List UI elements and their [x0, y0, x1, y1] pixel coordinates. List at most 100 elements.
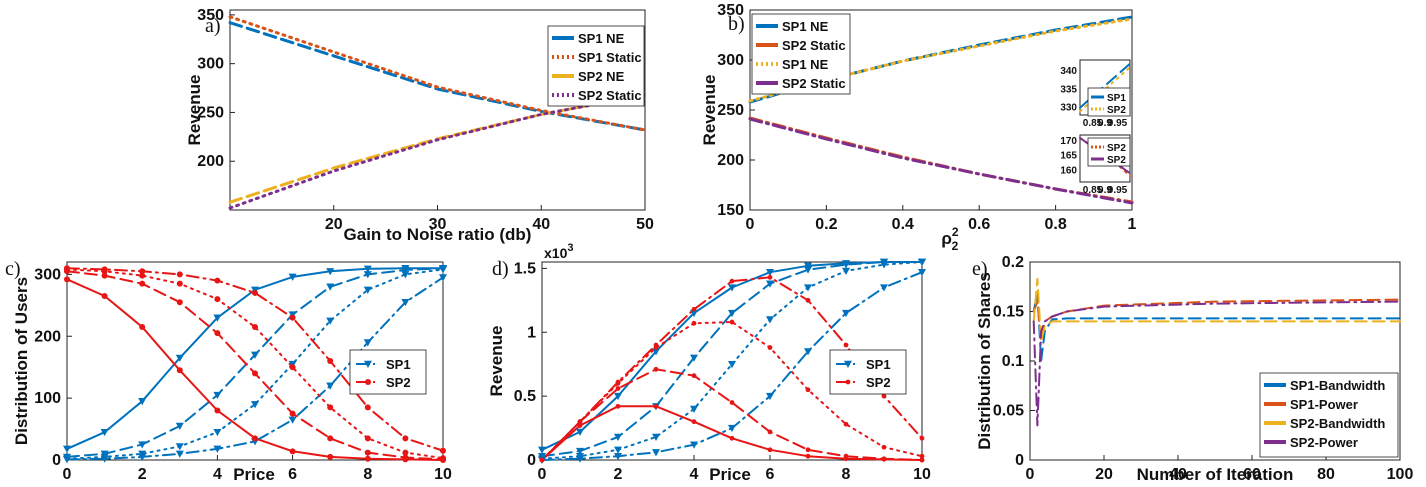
y-tick-label-5-2: 0.1: [1002, 353, 1024, 370]
series-line-1-0: [228, 21, 647, 132]
data-point-4-5-9: [881, 456, 887, 462]
y-tick-label-2-0: 150: [717, 202, 744, 219]
data-point-3-5-5: [252, 370, 258, 377]
y-tick-label-3-0: 0: [52, 452, 61, 469]
data-point-4-0-5: [728, 284, 736, 292]
legend-1: SP1 NE SP1 Static SP2 NE SP2 Static: [547, 25, 645, 107]
data-point-3-3-4: [213, 445, 222, 453]
data-point-3-0-3: [175, 354, 184, 362]
data-point-4-0-2: [614, 392, 622, 401]
inset-y-tick-2-2: 170: [1060, 136, 1077, 147]
y-tick-label-3-1: 100: [34, 390, 61, 407]
y-tick-label-2-3: 300: [717, 52, 744, 69]
data-point-3-4-2: [139, 323, 146, 330]
x-axis-label-5: Number of Iteration: [1137, 465, 1294, 484]
y-tick-label-4-2: 1: [527, 324, 536, 341]
x-tick-label-2-3: 0.6: [968, 216, 990, 233]
y-tick-label-4-0: 0: [527, 452, 536, 469]
legend-label-5-0: SP1-Bandwidth: [1290, 378, 1385, 393]
data-point-4-7-10: [919, 435, 925, 441]
data-point-4-5-5: [729, 400, 735, 405]
data-point-4-3-10: [918, 269, 926, 277]
series-line-4-7: [541, 276, 923, 461]
data-point-4-6-4: [691, 320, 697, 326]
y-axis-label-1: Revenue: [185, 75, 204, 146]
data-point-3-4-8: [364, 455, 371, 462]
data-point-4-5-10: [919, 457, 925, 463]
data-point-4-4-6: [767, 447, 773, 453]
panel-5: 0 20 40 60 80 100 0 0.05 0.1 0.15 0.2 Number of Ite…: [972, 254, 1413, 484]
x-tick-label-2-4: 0.8: [1044, 216, 1066, 233]
legend-marker-3-1: [365, 379, 371, 385]
inset-x-tick-2-0: 0.85: [1083, 185, 1103, 196]
data-point-3-4-4: [214, 407, 221, 414]
data-point-3-0-2: [138, 398, 147, 406]
x-axis-label-symbol: ρ: [941, 229, 952, 248]
data-point-3-2-3: [175, 443, 184, 451]
x-tick-label-1-2: 40: [532, 216, 550, 233]
inset-x-tick-1-1: 0.9: [1098, 118, 1112, 129]
x-tick-label-4-0: 0: [538, 466, 547, 483]
series-line-5-2: [1032, 277, 1401, 343]
data-point-4-2-8: [842, 267, 850, 275]
multiplier-exp: 3: [567, 242, 573, 254]
data-point-3-3-3: [175, 450, 184, 458]
inset-x-tick-2-1: 0.9: [1098, 185, 1112, 196]
x-tick-label-3-5: 10: [434, 466, 452, 483]
x-tick-label-2-1: 0.2: [815, 216, 837, 233]
legend-label-2-0: SP1 NE: [782, 19, 829, 34]
legend-label-4-1: SP2: [866, 375, 891, 390]
series-line-1-3: [228, 93, 647, 210]
x-axis-label-2: ρ2 2: [941, 225, 959, 253]
data-point-4-2-10: [918, 258, 926, 266]
x-tick-label-3-1: 2: [138, 466, 147, 483]
data-point-4-7-7: [805, 297, 811, 303]
data-point-3-6-4: [214, 296, 221, 303]
data-point-4-3-9: [880, 284, 888, 292]
data-point-4-3-4: [690, 441, 698, 449]
data-point-4-1-2: [614, 433, 622, 442]
x-tick-label-2-0: 0: [746, 216, 755, 233]
legend-label-3-0: SP1: [386, 357, 411, 372]
data-point-3-5-7: [327, 435, 334, 442]
inset-y-tick-2-1: 165: [1060, 151, 1077, 162]
data-point-3-1-2: [138, 441, 147, 449]
x-tick-label-5-5: 100: [1387, 466, 1414, 483]
series-line-1-1: [228, 15, 647, 132]
legend-label-5-2: SP2-Bandwidth: [1290, 416, 1385, 431]
data-point-4-5-3: [653, 366, 659, 372]
series-line-3-2: [66, 268, 444, 460]
data-point-4-3-1: [576, 455, 584, 463]
x-tick-label-1-0: 20: [325, 216, 343, 233]
data-point-4-6-8: [843, 421, 849, 427]
data-point-4-7-6: [767, 274, 773, 280]
data-point-4-5-2: [615, 386, 621, 391]
y-axis-label-4: Revenue: [487, 326, 506, 397]
data-point-4-2-5: [728, 360, 736, 369]
multiplier-base: x10: [544, 245, 568, 261]
data-point-3-3-7: [326, 382, 335, 390]
data-point-4-4-5: [729, 435, 735, 441]
data-point-3-6-6: [289, 364, 296, 371]
data-point-4-2-2: [614, 446, 622, 454]
data-point-4-2-4: [690, 405, 698, 413]
data-point-4-7-8: [843, 342, 849, 348]
data-point-4-2-6: [766, 316, 774, 324]
y-tick-label-1-1: 250: [197, 104, 224, 121]
data-point-3-1-8: [363, 271, 372, 279]
data-point-4-0-6: [766, 269, 774, 277]
y-tick-label-1-0: 200: [197, 153, 224, 170]
data-point-3-6-10: [440, 455, 446, 462]
data-point-4-1-1: [576, 447, 584, 456]
data-point-3-7-1: [101, 266, 108, 273]
data-point-4-7-1: [577, 419, 583, 425]
data-point-3-6-8: [364, 435, 371, 442]
data-point-4-0-0: [538, 446, 546, 454]
data-point-4-7-2: [615, 379, 621, 385]
data-point-4-5-7: [805, 447, 811, 453]
